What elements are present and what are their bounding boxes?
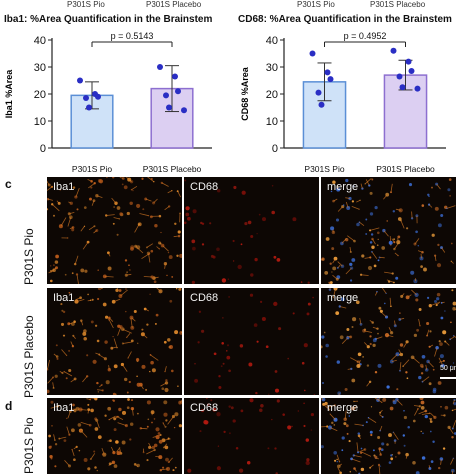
data-point [166, 104, 172, 111]
data-point [318, 101, 325, 108]
data-point [324, 69, 331, 76]
micrograph-d-merge: merge [321, 398, 456, 474]
stain-label: Iba1 [53, 181, 75, 193]
data-point [396, 73, 403, 80]
data-point [95, 93, 101, 100]
micrograph-texture [184, 179, 310, 284]
stain-label: Iba1 [53, 292, 75, 304]
micrograph-d-cd68: CD68 [184, 398, 319, 474]
panel-letter-d: d [5, 399, 13, 413]
stain-label: Iba1 [53, 402, 75, 414]
data-point [181, 107, 187, 114]
category-label: P301S Pio [72, 164, 112, 173]
data-point [408, 68, 415, 75]
y-axis-label: CD68 %Area [240, 66, 250, 121]
chart-title-iba1: Iba1: %Area Quantification in the Brains… [4, 14, 213, 25]
y-tick-label: 40 [266, 35, 278, 47]
micrograph-merge-row2: merge [321, 288, 456, 395]
y-tick-label: 10 [34, 116, 46, 128]
micrograph-texture [47, 177, 182, 284]
y-tick-label: 30 [34, 62, 46, 74]
y-tick-label: 20 [34, 89, 46, 101]
data-point [163, 92, 169, 99]
top-label-placebo-2: P301S Placebo [370, 0, 426, 9]
y-tick-label: 0 [272, 143, 278, 155]
data-point [399, 84, 406, 91]
micrograph-d-iba1: Iba1 [47, 398, 182, 474]
category-label: P301S Pio [304, 164, 344, 173]
row-label-placebo: P301S Placebo [22, 315, 36, 398]
data-point [86, 104, 92, 111]
stain-label: merge [327, 292, 359, 304]
micrograph-iba1-row1: Iba1 [47, 177, 182, 284]
micrograph-texture [194, 293, 316, 395]
iba1-bar-chart: Iba1 %Area 0 10 20 30 40 P301S Pio P301S Placeb… [4, 31, 212, 173]
y-axis-label: Iba1 %Area [4, 69, 14, 119]
data-point [414, 85, 421, 92]
data-point [175, 88, 181, 95]
chart-title-cd68: CD68: %Area Quantification in the Brains… [238, 14, 452, 25]
p-value-label: p = 0.5143 [111, 31, 154, 41]
top-label-placebo-1: P301S Placebo [146, 0, 202, 9]
data-point [172, 73, 178, 80]
micrograph-texture [321, 178, 456, 284]
stain-label: CD68 [190, 181, 219, 193]
y-tick-label: 40 [34, 35, 46, 47]
stain-label: merge [327, 402, 359, 414]
bar [150, 87, 194, 149]
data-point [83, 95, 89, 102]
scale-bar-label: 50 μm [440, 365, 460, 372]
micrograph-texture [321, 288, 456, 395]
stain-label: merge [327, 181, 359, 193]
data-point [157, 64, 163, 70]
micrograph-texture [47, 288, 182, 395]
row-label-pio: P301S Pio [22, 228, 36, 285]
data-point [405, 58, 412, 65]
cd68-bar-chart: CD68 %Area 0 10 20 30 40 P301S Pio P301S Placeb… [240, 31, 446, 173]
top-label-pio-1: P301S Pio [67, 0, 105, 9]
micrograph-texture [48, 398, 182, 472]
p-value-label: p = 0.4952 [344, 31, 387, 41]
stain-label: CD68 [190, 292, 219, 304]
micrograph-merge-row1: merge [321, 177, 456, 284]
y-tick-label: 10 [266, 116, 278, 128]
y-tick-label: 0 [40, 143, 46, 155]
micrograph-cd68-row2: CD68 [184, 288, 319, 395]
scale-bar [440, 377, 456, 379]
stain-label: CD68 [190, 402, 219, 414]
micrograph-texture [187, 398, 314, 474]
panel-letter-c: c [5, 177, 12, 191]
y-tick-label: 30 [266, 62, 278, 74]
top-label-pio-2: P301S Pio [297, 0, 335, 9]
y-tick-label: 20 [266, 89, 278, 101]
category-label: P301S Placebo [143, 164, 202, 173]
row-label-pio-d: P301S Pio [22, 417, 36, 474]
category-label: P301S Placebo [376, 164, 435, 173]
data-point [309, 50, 316, 57]
micrograph-iba1-row2: Iba1 [47, 288, 182, 395]
micrograph-cd68-row1: CD68 [184, 177, 319, 284]
data-point [77, 77, 83, 84]
data-point [327, 76, 334, 83]
data-point [390, 47, 397, 54]
data-point [315, 89, 322, 96]
micrograph-texture [321, 398, 456, 474]
